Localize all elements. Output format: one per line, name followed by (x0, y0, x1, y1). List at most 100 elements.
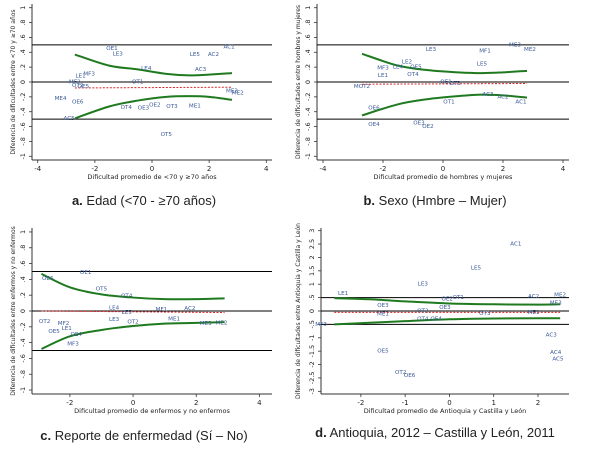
data-point-label: AC2 (528, 294, 539, 300)
y-tick-label: 0 (19, 80, 27, 84)
data-point-label: ME3 (200, 321, 212, 327)
data-point-label: AC1 (515, 100, 527, 106)
data-point-label: AC1 (224, 45, 236, 51)
x-tick-label: 2 (536, 399, 540, 407)
y-tick-label: -1 (308, 335, 316, 341)
lower-band-line (41, 321, 225, 350)
data-point-label: OT2 (395, 370, 406, 376)
y-tick-label: -.6 (304, 122, 312, 131)
data-point-label: MF2 (58, 321, 70, 327)
data-point-label: LE2 (402, 59, 412, 65)
data-point-label: OT1 (132, 80, 144, 86)
data-point-label: AC5 (552, 357, 564, 363)
x-axis-label: Dificultad promedio de Antioquia y Casti… (364, 407, 527, 415)
y-tick-label: 1 (304, 6, 312, 10)
data-point-label: OT5 (161, 132, 173, 138)
x-tick-label: -2 (66, 399, 73, 407)
data-point-label: AC3 (546, 333, 558, 339)
data-point-label: OT5 (96, 286, 108, 292)
data-point-label: LE4 (109, 305, 120, 311)
y-tick-label: .8 (19, 19, 27, 25)
x-tick-label: -2 (380, 165, 387, 173)
data-point-label: OE4 (430, 317, 442, 323)
y-tick-label: -1 (19, 153, 27, 159)
data-point-label: OT1 (453, 295, 465, 301)
y-tick-label: 1 (308, 282, 316, 286)
data-point-label: AC2 (208, 52, 219, 58)
data-point-label: MF1 (479, 48, 491, 54)
data-point-label: OE2 (441, 296, 453, 302)
mean-fit-line (361, 82, 528, 85)
data-point-label: ME2 (554, 292, 566, 298)
data-point-label: OT4 (121, 293, 133, 299)
chart-sex: -1 -.8 -.6 -.4 -.2 0 .2 .4 .6 .8 1 -4 -2 0 2 4 Dificulta… (295, 4, 569, 181)
data-point-label: OE6 (368, 106, 380, 112)
x-tick-label: 0 (131, 399, 135, 407)
data-point-label: OE5 (377, 349, 389, 355)
y-tick-label: .4 (19, 49, 27, 55)
y-tick-label: .8 (304, 19, 312, 25)
x-tick-label: 1 (491, 399, 495, 407)
data-point-label: ME1 (528, 310, 540, 316)
x-tick-label: -2 (91, 165, 98, 173)
data-point-label: ME3 (550, 300, 562, 306)
data-point-label: OT2 (39, 319, 50, 325)
mean-fit-line (74, 86, 233, 89)
x-tick-label: 0 (150, 165, 154, 173)
data-point-label: OT1 (443, 100, 455, 106)
data-point-label: OE6 (72, 100, 84, 106)
y-tick-label: .5 (308, 295, 316, 301)
panel-a: -1 -.8 -.6 -.4 -.2 0 .2 .4 .6 .8 1 -4 -2 0 2 4 Dificulta… (10, 0, 278, 186)
y-tick-label: -2.5 (308, 372, 316, 385)
data-point-label: OE3 (439, 305, 451, 311)
data-point-label: OE2 (422, 124, 434, 130)
x-tick-label: -4 (34, 165, 42, 173)
caption-b-text: Sexo (Hmbre – Mujer) (378, 193, 507, 208)
data-point-label: LE3 (109, 317, 120, 323)
lower-band-line (361, 93, 528, 117)
x-tick-label: -4 (320, 165, 328, 173)
x-tick-label: 4 (561, 165, 566, 173)
data-point-label: OE3 (138, 106, 150, 112)
data-point-label: MF3 (67, 342, 79, 348)
data-point-label: OE1 (106, 46, 118, 52)
data-point-label: OE4 (368, 122, 380, 128)
data-point-label: OT2 (417, 309, 428, 315)
y-axis-label: Diferencia de dificultades entre hombres… (295, 5, 302, 159)
y-tick-label: 1 (19, 6, 27, 10)
data-point-label: MF3 (377, 65, 389, 71)
y-tick-label: -3 (308, 388, 316, 394)
data-point-label: LE4 (393, 65, 404, 71)
data-point-label: OE5 (78, 84, 90, 90)
data-point-label: OE6 (42, 276, 54, 282)
data-point-label: AC3 (482, 92, 494, 98)
data-point-label: OE5 (410, 65, 422, 71)
y-tick-label: 0 (308, 309, 316, 313)
x-tick-label: 2 (207, 165, 211, 173)
x-tick-label: -1 (402, 399, 409, 407)
y-axis-label: Diferencia de dificultades entre <70 y ≥… (10, 9, 17, 154)
data-point-label: AC2 (184, 306, 195, 312)
x-tick-label: 4 (264, 165, 269, 173)
data-point-label: ME1 (189, 103, 201, 109)
data-point-label: ME2 (232, 91, 244, 97)
caption-c: c. Reporte de enfermedad (Sí – No) (10, 428, 278, 444)
data-point-label: ME4 (55, 96, 67, 102)
data-point-label: OT4 (417, 317, 429, 323)
y-tick-label: -1.5 (308, 345, 316, 358)
data-point-label: MF3 (83, 71, 95, 77)
y-tick-label: -.8 (304, 137, 312, 146)
caption-d-text: Antioquia, 2012 – Castilla y León, 2011 (329, 425, 555, 440)
data-point-label: ME2 (524, 47, 536, 53)
upper-band-line (361, 52, 528, 75)
data-point-label: AC2 (497, 94, 508, 100)
data-point-label: AC3 (195, 67, 207, 73)
data-point-label: OE6 (404, 373, 416, 379)
data-point-label: ME3 (509, 42, 521, 48)
data-point-label: OE1 (440, 80, 452, 86)
chart-illness: -1 -.8 -.6 -.4 -.2 0 .2 .4 .6 .8 1 -2 0 2 4 Dificultad … (10, 226, 272, 415)
data-point-label: OT3 (479, 311, 491, 317)
x-tick-label: -2 (357, 399, 364, 407)
x-tick-label: 0 (441, 165, 445, 173)
data-point-label: ME1 (168, 316, 180, 322)
